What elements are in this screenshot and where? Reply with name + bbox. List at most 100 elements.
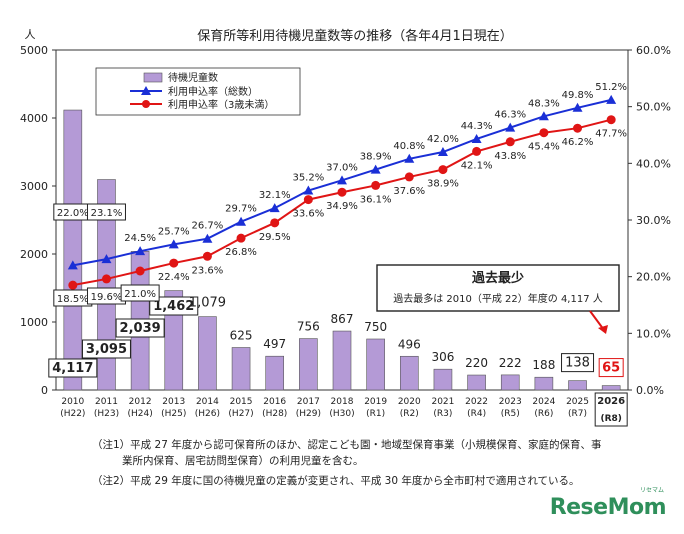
total-rate-label: 37.0% — [326, 162, 358, 173]
total-rate-point — [471, 133, 482, 143]
total-rate-point — [303, 185, 314, 195]
annotation-text: 過去最多は 2010（平成 22）年度の 4,117 人 — [393, 292, 603, 305]
x-tick-label: 2017 — [297, 397, 320, 407]
bar-label-box — [598, 358, 624, 378]
right-tick-label: 40.0% — [636, 157, 671, 170]
x-tick-sublabel: (H28) — [262, 409, 287, 419]
under3-rate-label: 18.5% — [57, 294, 89, 305]
total-rate-label: 32.1% — [259, 190, 291, 201]
x-tick-label: 2019 — [364, 397, 387, 407]
under3-rate-label: 47.7% — [595, 129, 627, 140]
total-rate-label: 25.7% — [158, 226, 190, 237]
under3-rate-point — [202, 251, 212, 261]
under3-rate-point — [303, 195, 313, 205]
bar-2020 — [399, 355, 419, 391]
total-rate-label: 22.0% — [57, 208, 89, 219]
annotation-arrow — [589, 310, 605, 331]
under3-rate-point — [472, 146, 482, 156]
x-tick-label: 2010 — [61, 397, 84, 407]
x-tick-sublabel: (H22) — [60, 409, 85, 419]
total-rate-point — [370, 164, 381, 174]
under3-rate-point — [371, 180, 381, 190]
bar-2025 — [568, 380, 587, 391]
bar-value-label: 220 — [465, 356, 488, 370]
annotation-arrowhead-icon — [598, 325, 608, 334]
under3-rate-point — [505, 137, 515, 147]
x-tick-sublabel: (H29) — [296, 409, 321, 419]
annotation-box — [376, 264, 620, 312]
under3-rate-point — [539, 128, 549, 138]
under3-rate-label: 43.8% — [494, 151, 526, 162]
total-rate-point — [236, 216, 247, 226]
bar-2014 — [198, 316, 217, 391]
x-tick-sublabel: (R7) — [568, 409, 587, 419]
x-tick-label: 2020 — [398, 397, 421, 407]
under3-rate-point — [101, 274, 111, 284]
total-rate-label: 24.5% — [124, 233, 156, 244]
total-rate-label: 44.3% — [461, 121, 493, 132]
note-1-line-2: 業所内保育、居宅訪問型保育）の利用児童を含む。 — [122, 455, 364, 467]
total-rate-label: 40.8% — [393, 141, 425, 152]
bar-2023 — [500, 374, 520, 391]
total-rate-point — [606, 94, 617, 104]
legend-triangle-icon — [141, 86, 151, 95]
total-rate-point — [337, 175, 347, 185]
total-rate-label: 42.0% — [427, 134, 459, 145]
x-tick-label: 2016 — [263, 397, 286, 407]
x-tick-sublabel: (R3) — [433, 409, 452, 419]
bar-2017 — [299, 338, 318, 391]
bar-2011 — [97, 179, 116, 391]
under3-rate-point — [438, 165, 448, 175]
x-tick-sublabel: (R4) — [467, 409, 486, 419]
total-rate-label: 51.2% — [595, 82, 627, 93]
bar-2021 — [433, 368, 453, 391]
total-rate-label: 26.7% — [192, 221, 224, 232]
under3-rate-label: 45.4% — [528, 142, 560, 153]
under3-rate-point — [135, 266, 145, 276]
under3-rate-label: 29.5% — [259, 232, 291, 243]
chart-title: 保育所等利用待機児童数等の推移（各年4月1日現在） — [197, 28, 513, 44]
bar-value-label: 1,462 — [153, 299, 194, 314]
total-rate-point — [437, 147, 448, 156]
legend-label-total: 利用申込率（総数） — [168, 85, 258, 98]
x-tick-label: 2023 — [499, 397, 522, 407]
chart: 保育所等利用待機児童数等の推移（各年4月1日現在） 人 0 1000 2000 300… — [20, 28, 671, 427]
bar-value-label: 625 — [230, 329, 253, 343]
under3-rate-point — [573, 123, 583, 133]
x-tick-sublabel: (H30) — [329, 409, 354, 419]
bar-2015 — [231, 347, 251, 391]
left-tick-label: 2000 — [20, 248, 48, 261]
total-rate-label-box — [86, 203, 126, 221]
under3-rate-point — [169, 258, 179, 268]
bar-value-label: 2,039 — [120, 321, 161, 336]
resemom-logo: ReseMom — [549, 495, 667, 520]
under3-rate-label: 21.0% — [124, 289, 156, 300]
legend-label-waiting: 待機児童数 — [168, 71, 218, 84]
x-tick-label: 2025 — [566, 397, 589, 407]
x-tick-sublabel: (R1) — [366, 409, 385, 419]
left-axis-unit: 人 — [25, 28, 36, 41]
under3-rate-point — [270, 218, 280, 228]
bar-value-label: 222 — [499, 356, 522, 370]
total-rate-label: 35.2% — [292, 173, 324, 184]
under3-rate-label: 38.9% — [427, 179, 459, 190]
bar-2016 — [265, 355, 285, 391]
left-tick-label: 3000 — [20, 180, 48, 193]
total-rate-point — [505, 122, 516, 132]
x-tick-label: 2014 — [196, 397, 219, 407]
total-rate-point — [135, 246, 146, 256]
total-rate-label: 46.3% — [494, 110, 526, 121]
under3-rate-label: 19.6% — [91, 292, 123, 303]
total-rate-label: 48.3% — [528, 98, 560, 109]
under3-rate-point — [68, 280, 78, 290]
bar-value-label: 4,117 — [52, 361, 93, 376]
bar-label-box — [115, 318, 165, 338]
bar-value-label: 138 — [565, 356, 590, 371]
bar-label-box — [149, 296, 199, 316]
x-tick-label: 2018 — [331, 397, 354, 407]
bar-2010 — [63, 109, 83, 391]
right-tick-label: 20.0% — [636, 271, 671, 284]
annotation-title: 過去最少 — [471, 270, 524, 286]
total-rate-point — [67, 260, 78, 270]
legend-circle-icon — [142, 100, 150, 108]
